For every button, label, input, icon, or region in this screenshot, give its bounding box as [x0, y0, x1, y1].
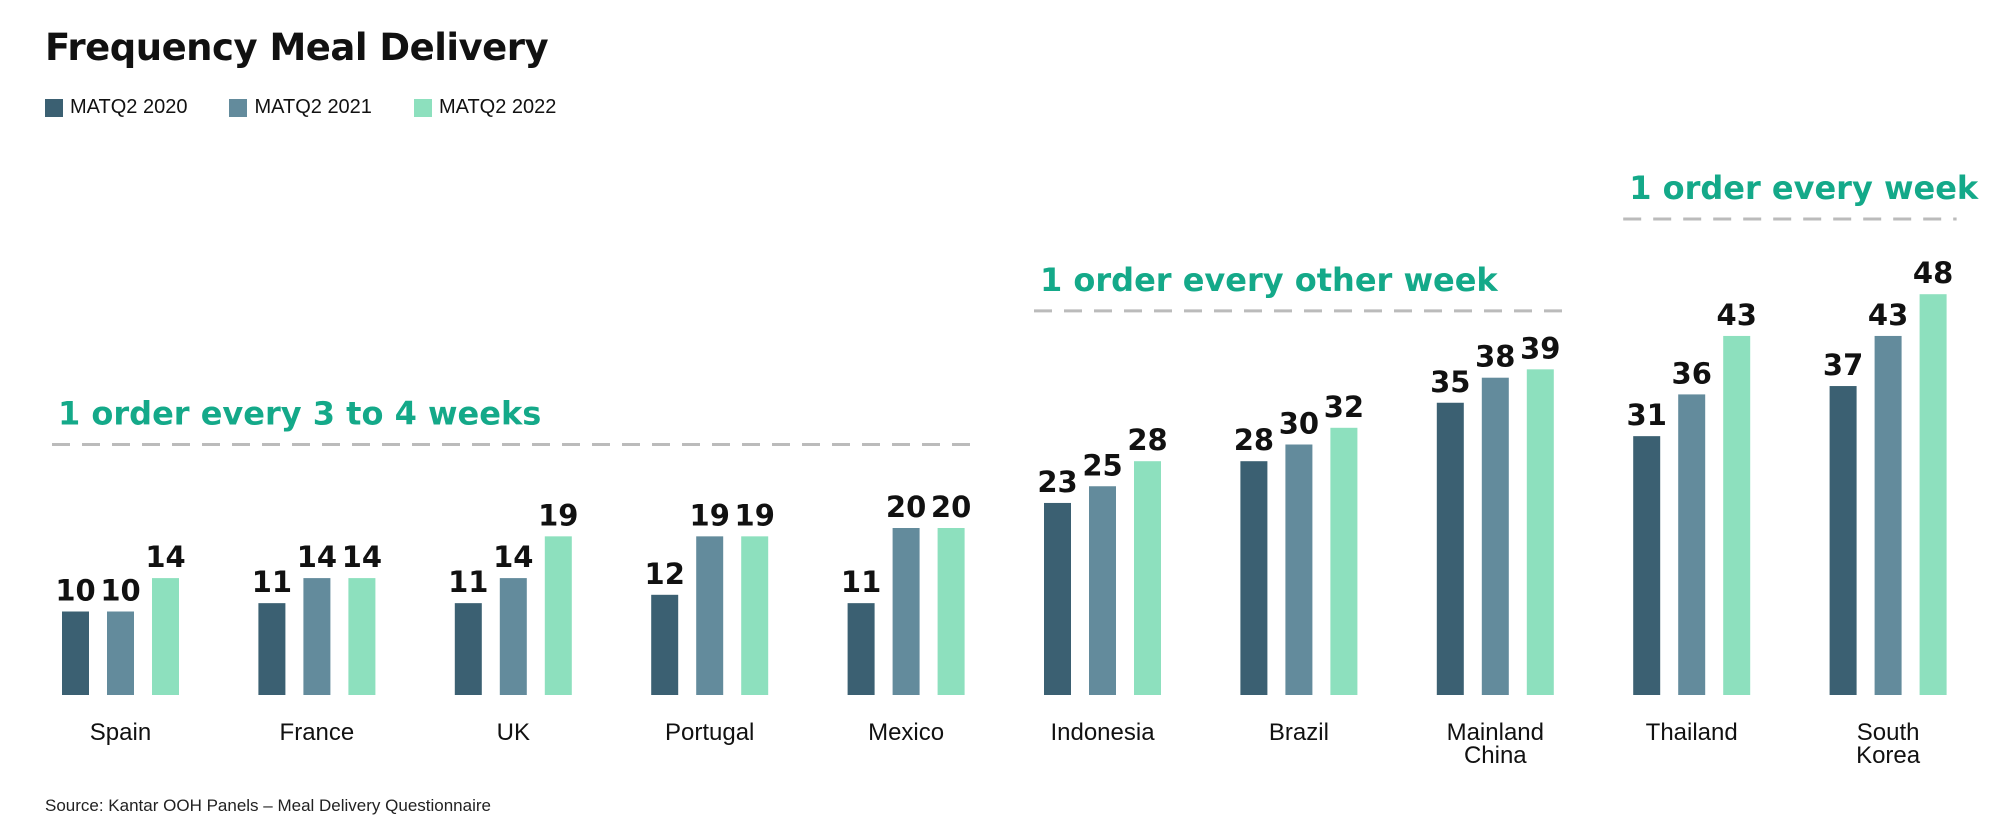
bar-indonesia-0	[1044, 502, 1071, 695]
data-label: 20	[886, 490, 926, 524]
data-label: 10	[55, 574, 95, 608]
bar-mexico-2	[937, 528, 965, 695]
chart-title: Frequency Meal Delivery	[45, 26, 549, 69]
data-label: 20	[931, 490, 971, 524]
category-label: France	[280, 719, 355, 746]
data-label: 36	[1672, 356, 1712, 390]
data-label: 11	[841, 565, 881, 599]
data-label: 39	[1520, 331, 1560, 365]
data-label: 37	[1823, 348, 1863, 382]
category-label: Portugal	[665, 719, 754, 746]
category-label: Korea	[1856, 742, 1921, 769]
bar-mainland-china-1	[1481, 377, 1509, 695]
data-label: 32	[1324, 390, 1364, 424]
legend-swatch-2022	[413, 98, 432, 117]
bar-mexico-1	[892, 528, 920, 695]
source-note: Source: Kantar OOH Panels – Meal Deliver…	[45, 796, 491, 815]
bar-thailand-2	[1723, 335, 1751, 695]
data-label: 11	[252, 565, 292, 599]
legend-label-2020: MATQ2 2020	[70, 96, 188, 118]
legend-swatch-2020	[45, 98, 63, 117]
data-label: 38	[1475, 340, 1515, 374]
data-label: 14	[145, 540, 185, 574]
bar-thailand-1	[1678, 394, 1706, 695]
bar-south-korea-1	[1874, 335, 1902, 695]
bar-indonesia-2	[1134, 461, 1161, 695]
legend-item-2020: MATQ2 2020	[45, 96, 187, 119]
bar-france-2	[348, 578, 376, 695]
data-label: 19	[735, 498, 775, 532]
category-label: Indonesia	[1050, 719, 1155, 746]
data-label: 35	[1430, 365, 1470, 399]
data-label: 14	[493, 540, 533, 574]
legend-label-2022: MATQ2 2022	[438, 96, 557, 118]
bar-mainland-china-0	[1436, 402, 1464, 695]
threshold-annotation-1: 1 order every other week	[1040, 261, 1498, 299]
bar-south-korea-2	[1919, 294, 1947, 695]
data-label: 31	[1627, 398, 1667, 432]
bar-spain-1	[107, 611, 134, 695]
threshold-annotation-2: 1 order every week	[1629, 169, 1979, 207]
bar-brazil-1	[1285, 444, 1313, 695]
bar-france-1	[303, 578, 331, 695]
legend-label-2021: MATQ2 2021	[254, 96, 372, 118]
data-label: 14	[297, 540, 337, 574]
bar-france-0	[258, 603, 286, 695]
legend-item-2022: MATQ2 2022	[413, 96, 557, 119]
category-label: South	[1857, 719, 1920, 746]
data-label: 43	[1717, 298, 1757, 332]
legend: MATQ2 2020 MATQ2 2021 MATQ2 2022	[45, 96, 556, 119]
threshold-annotation-0: 1 order every 3 to 4 weeks	[58, 395, 541, 433]
data-label: 28	[1234, 423, 1274, 457]
data-label: 19	[690, 498, 730, 532]
bar-thailand-0	[1633, 436, 1661, 695]
data-label: 14	[342, 540, 382, 574]
legend-item-2021: MATQ2 2021	[229, 96, 372, 119]
category-label: Mainland	[1447, 719, 1544, 746]
category-label: China	[1464, 742, 1527, 769]
bar-brazil-2	[1330, 427, 1358, 695]
category-label: Mexico	[868, 719, 944, 746]
category-label: Brazil	[1269, 719, 1329, 746]
bar-uk-1	[499, 578, 527, 695]
data-label: 10	[100, 574, 140, 608]
data-label: 23	[1037, 465, 1077, 499]
bar-portugal-2	[741, 536, 769, 695]
bar-south-korea-0	[1829, 386, 1857, 695]
bar-indonesia-1	[1089, 486, 1116, 695]
bar-mainland-china-2	[1526, 369, 1554, 695]
category-label: UK	[497, 719, 530, 746]
bar-spain-0	[62, 611, 89, 695]
data-label: 30	[1279, 407, 1319, 441]
bar-portugal-0	[651, 594, 679, 695]
category-label: Spain	[90, 719, 151, 746]
data-label: 19	[538, 498, 578, 532]
bar-spain-2	[152, 578, 179, 695]
data-label: 11	[448, 565, 488, 599]
bar-brazil-0	[1240, 461, 1268, 695]
bar-uk-0	[454, 603, 482, 695]
data-label: 43	[1868, 298, 1908, 332]
bar-uk-2	[544, 536, 572, 695]
category-label: Thailand	[1646, 719, 1738, 746]
data-label: 28	[1127, 423, 1167, 457]
data-label: 12	[645, 557, 685, 591]
bar-portugal-1	[696, 536, 724, 695]
bar-mexico-0	[847, 603, 875, 695]
data-label: 48	[1913, 256, 1953, 290]
data-label: 25	[1082, 448, 1122, 482]
legend-swatch-2021	[229, 98, 248, 117]
